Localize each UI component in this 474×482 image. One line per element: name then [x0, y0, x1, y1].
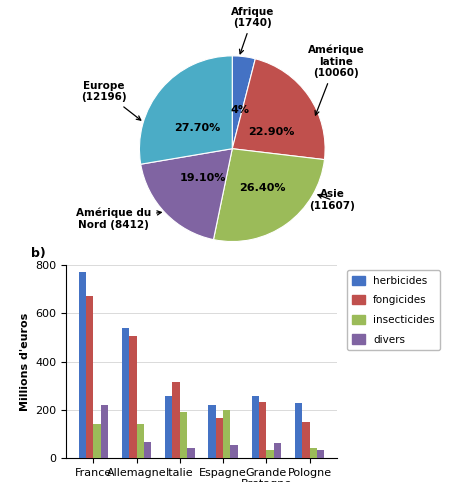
Wedge shape	[232, 56, 255, 149]
Text: Amérique
latine
(10060): Amérique latine (10060)	[308, 45, 365, 115]
Bar	[93, 424, 100, 458]
Text: 4%: 4%	[230, 105, 249, 115]
Bar	[86, 296, 93, 458]
Bar	[273, 443, 281, 458]
Text: Amérique du
Nord (8412): Amérique du Nord (8412)	[76, 208, 161, 229]
Text: Afrique
(1740): Afrique (1740)	[231, 7, 274, 54]
Text: Asie
(11607): Asie (11607)	[310, 189, 356, 211]
Bar	[209, 405, 216, 458]
Text: 26.40%: 26.40%	[239, 183, 285, 193]
Bar	[79, 272, 86, 458]
Wedge shape	[213, 149, 324, 241]
Bar	[122, 328, 129, 458]
Bar	[165, 396, 173, 458]
Bar	[144, 442, 151, 458]
Bar	[129, 336, 137, 458]
Bar	[137, 424, 144, 458]
Bar	[223, 410, 230, 458]
Text: Europe
(12196): Europe (12196)	[82, 81, 141, 120]
Bar	[252, 396, 259, 458]
Bar	[100, 405, 108, 458]
Wedge shape	[232, 59, 325, 160]
Bar	[259, 402, 266, 458]
Text: b): b)	[31, 247, 46, 260]
Bar	[230, 444, 238, 458]
Text: 22.90%: 22.90%	[248, 127, 294, 137]
Bar	[266, 450, 273, 458]
Text: 19.10%: 19.10%	[179, 174, 226, 184]
Text: 27.70%: 27.70%	[174, 123, 220, 134]
Bar	[295, 403, 302, 458]
Legend: herbicides, fongicides, insecticides, divers: herbicides, fongicides, insecticides, di…	[347, 270, 440, 350]
Bar	[180, 412, 187, 458]
Wedge shape	[139, 56, 232, 164]
Bar	[216, 418, 223, 458]
Bar	[187, 448, 194, 458]
Y-axis label: Millions d'euros: Millions d'euros	[20, 312, 30, 411]
Bar	[302, 422, 310, 458]
Bar	[317, 450, 324, 458]
Bar	[173, 382, 180, 458]
Wedge shape	[141, 149, 232, 240]
Bar	[310, 448, 317, 458]
